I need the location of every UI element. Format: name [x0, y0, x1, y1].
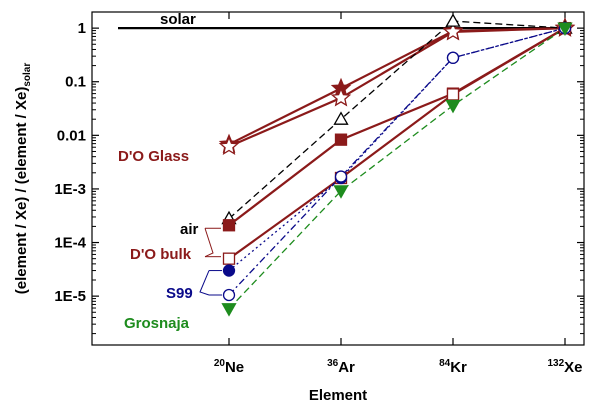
x-tick-label-kr: 84Kr: [439, 358, 467, 376]
data-point-dog-1-1: [330, 87, 352, 107]
plot-frame: [91, 11, 585, 346]
data-point-air-2-1: [333, 111, 349, 125]
y-tick-label: 1E-4: [54, 235, 86, 252]
data-point-gro-7-3: [557, 22, 573, 36]
data-point-gro-7-0: [221, 303, 237, 317]
series-line-dob-4: [228, 27, 566, 260]
data-point-s99-6-1: [334, 170, 348, 183]
solar-label: solar: [160, 11, 196, 28]
data-point-air-2-2: [445, 13, 461, 27]
axis-labels-layer: Element (element / Xe) / (element / Xe)s…: [13, 63, 367, 403]
series-line-s99-6: [228, 27, 566, 296]
x-tick-label-ne: 20Ne: [214, 358, 244, 376]
reference-line-layer: solar: [118, 11, 565, 30]
data-point-dog-1-0: [218, 135, 240, 156]
y-tick-label: 0.1: [65, 74, 86, 91]
y-tick-label: 1E-5: [54, 288, 86, 305]
annotation-air: air: [180, 221, 199, 238]
data-point-s99-5-0: [222, 264, 236, 277]
x-tick-label-xe: 132Xe: [547, 358, 582, 376]
data-point-s99-6-0: [222, 288, 236, 302]
series-markers-layer: [218, 13, 576, 317]
y-tick-label: 1: [78, 20, 86, 37]
data-point-dob-4-0: [222, 252, 236, 265]
y-tick-label: 0.01: [57, 127, 86, 144]
annotation-s99: S99: [166, 285, 193, 302]
axis-ticks-layer: 1 0.1 0.01 1E-3 1E-4 1E-5 20Ne 36Ar 84Kr 132Xe: [54, 12, 584, 376]
data-point-dob-3-0: [222, 219, 236, 232]
annotation-arrow-dob: [204, 228, 214, 258]
series-line-dog-1: [228, 27, 566, 148]
series-line-air-2: [228, 20, 566, 220]
plot-frame-layer: [91, 11, 585, 346]
series-line-dog-0: [228, 27, 566, 146]
annotation-dog: D'O Glass: [118, 148, 189, 165]
series-line-gro-7: [228, 27, 566, 310]
y-tick-label: 1E-3: [54, 181, 86, 198]
annotations-layer: D'O Glass air D'O bulk S99 Grosnaja: [118, 148, 222, 332]
y-axis-label: (element / Xe) / (element / Xe)solar: [13, 63, 33, 295]
data-point-dob-3-1: [334, 133, 348, 146]
data-point-gro-7-1: [333, 185, 349, 199]
annotation-gro: Grosnaja: [124, 315, 190, 332]
x-axis-label: Element: [309, 387, 367, 403]
series-lines-layer: [228, 20, 566, 310]
data-point-dob-4-2: [446, 88, 460, 101]
data-point-gro-7-2: [445, 99, 461, 114]
data-point-dog-1-2: [442, 21, 464, 41]
data-point-s99-6-2: [446, 51, 460, 64]
annotation-arrow-s99: [199, 270, 210, 296]
annotation-dob: D'O bulk: [130, 246, 192, 263]
x-tick-label-ar: 36Ar: [327, 358, 355, 376]
